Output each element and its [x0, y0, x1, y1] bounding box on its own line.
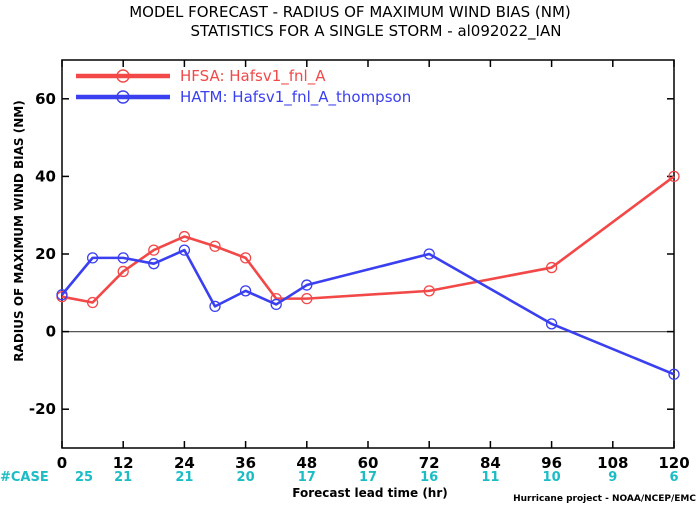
x-tick-label: 84: [480, 454, 501, 472]
data-point: [86, 252, 99, 264]
x-tick-label: 120: [658, 454, 689, 472]
y-axis-title: RADIUS OF MAXIMUM WIND BIAS (NM): [12, 100, 26, 361]
chart-subtitle: STATISTICS FOR A SINGLE STORM - al092022…: [191, 22, 562, 41]
data-point: [148, 244, 160, 256]
series-line-1: [61, 175, 675, 304]
case-count: 25: [75, 470, 93, 485]
chart-title: MODEL FORECAST - RADIUS OF MAXIMUM WIND …: [129, 3, 571, 21]
legend-label-1: HFSA: Hafsv1_fnl_A: [180, 67, 326, 86]
data-point: [239, 285, 252, 297]
case-count: 20: [237, 470, 255, 485]
y-tick-label: -20: [29, 400, 56, 418]
x-tick-label: 72: [419, 454, 440, 472]
case-count: 16: [420, 470, 438, 485]
case-count: 17: [298, 470, 316, 485]
data-point: [545, 318, 558, 330]
x-tick-label: 12: [113, 454, 134, 472]
data-point: [239, 252, 252, 264]
x-tick-label: 60: [358, 454, 379, 472]
y-tick-label: 60: [35, 90, 56, 108]
data-point: [148, 258, 160, 270]
data-point: [301, 292, 313, 305]
data-point: [423, 248, 435, 260]
y-tick-label: 40: [35, 167, 56, 185]
legend-label-2: HATM: Hafsv1_fnl_A_thompson: [180, 88, 411, 107]
case-count: 10: [543, 470, 561, 485]
data-point: [178, 244, 191, 256]
data-point: [209, 300, 221, 313]
data-point: [270, 298, 282, 311]
legend: HFSA: Hafsv1_fnl_A HATM: Hafsv1_fnl_A_tho…: [76, 67, 411, 107]
data-point: [209, 240, 221, 252]
data-point: [545, 261, 558, 274]
data-point: [178, 230, 191, 243]
plot-frame: [61, 59, 675, 449]
case-row: #CASE 25 21 21 20 17 17 16 11 10 9 6: [0, 470, 679, 485]
x-axis: 0 12 24 36 48 60 72 84 96 108 120: [57, 60, 690, 472]
data-point: [86, 296, 99, 309]
case-count: 11: [481, 470, 499, 485]
legend-marker-1: [116, 69, 130, 83]
case-count: 21: [114, 470, 132, 485]
x-tick-label: 24: [174, 454, 195, 472]
data-point: [117, 265, 129, 278]
y-tick-label: 0: [46, 323, 56, 341]
x-tick-label: 96: [541, 454, 562, 472]
data-point: [668, 170, 680, 183]
x-tick-label: 0: [57, 454, 67, 472]
x-axis-title: Forecast lead time (hr): [292, 486, 448, 500]
x-tick-label: 36: [235, 454, 256, 472]
data-point: [301, 279, 313, 291]
y-tick-label: 20: [35, 245, 56, 263]
x-tick-label: 108: [597, 454, 628, 472]
data-point: [117, 252, 129, 264]
data-point: [56, 289, 68, 301]
case-count: 6: [669, 470, 678, 485]
case-count: 17: [359, 470, 377, 485]
case-count: 9: [608, 470, 617, 485]
legend-marker-2: [116, 90, 130, 104]
data-point: [668, 368, 680, 380]
data-point: [423, 285, 435, 297]
plot-area: -20 0 20 40 60 0 12 24 36 48 60 72 84 96 108 120: [29, 59, 690, 472]
series-layer: [56, 170, 680, 380]
case-count: 21: [175, 470, 193, 485]
x-tick-label: 48: [296, 454, 317, 472]
case-label: #CASE: [0, 470, 49, 485]
credit-text: Hurricane project - NOAA/NCEP/EMC: [513, 494, 696, 504]
